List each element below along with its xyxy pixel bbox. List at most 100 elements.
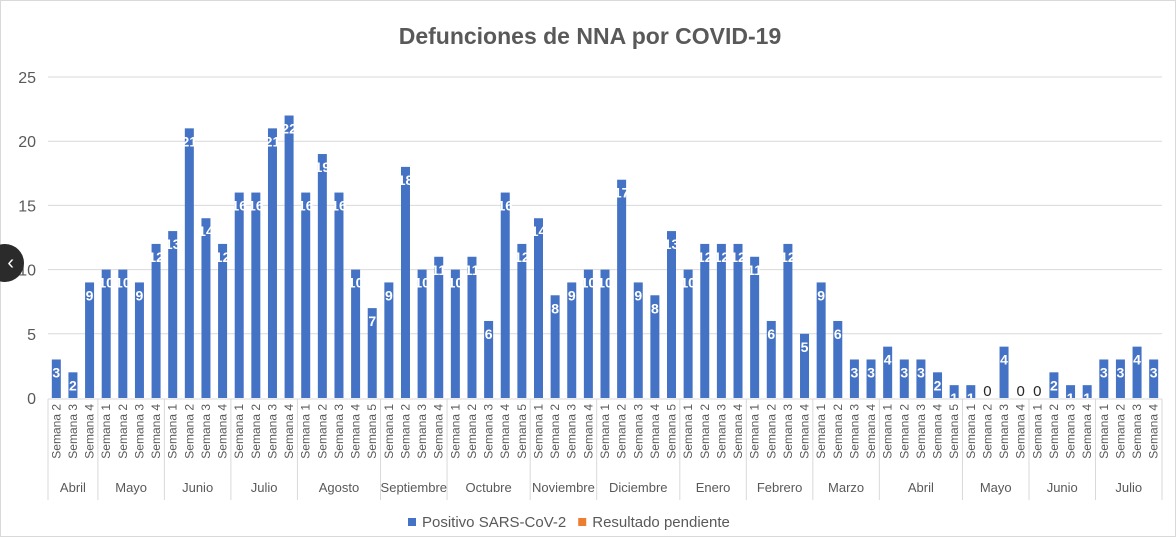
month-label: Febrero: [757, 480, 803, 495]
x-tick-label: Semana 3: [565, 404, 579, 459]
bar: [367, 308, 377, 398]
data-label: 0: [1016, 383, 1024, 400]
bar: [184, 128, 194, 399]
x-tick-label: Semana 2: [182, 404, 196, 459]
bar: [916, 359, 926, 398]
bar: [999, 346, 1009, 398]
bar: [1082, 385, 1092, 398]
x-tick-label: Semana 3: [265, 404, 279, 459]
data-label: 21: [182, 133, 198, 149]
x-tick-label: Semana 1: [299, 404, 313, 459]
data-label: 3: [917, 364, 925, 380]
chart-title: Defunciones de NNA por COVID-19: [399, 23, 782, 49]
data-label: 8: [551, 300, 559, 316]
legend-label: Positivo SARS-CoV-2: [422, 514, 566, 531]
data-label: 6: [834, 326, 842, 342]
bar: [667, 231, 677, 398]
bar: [68, 372, 78, 398]
bar: [533, 218, 543, 398]
x-tick-label: Semana 4: [648, 404, 662, 459]
bar: [600, 269, 610, 398]
bar: [700, 243, 710, 398]
x-tick-label: Semana 4: [498, 404, 512, 459]
bar: [1049, 372, 1059, 398]
data-label: 10: [448, 275, 464, 291]
data-label: 5: [801, 339, 809, 355]
bar: [766, 320, 776, 398]
data-label: 12: [148, 249, 164, 265]
month-label: Enero: [696, 480, 731, 495]
data-label: 7: [368, 313, 376, 329]
x-tick-label: Semana 1: [1030, 404, 1044, 459]
x-tick-label: Semana 3: [66, 404, 80, 459]
bar: [1115, 359, 1125, 398]
x-tick-label: Semana 3: [482, 404, 496, 459]
bar: [1149, 359, 1159, 398]
data-label: 4: [1133, 352, 1141, 368]
x-tick-label: Semana 2: [980, 404, 994, 459]
x-tick-label: Semana 4: [349, 404, 363, 459]
bar: [650, 295, 660, 398]
bar: [1066, 385, 1076, 398]
bar: [683, 269, 693, 398]
x-tick-label: Semana 1: [814, 404, 828, 459]
data-label: 18: [398, 172, 414, 188]
bar: [866, 359, 876, 398]
bar: [134, 282, 144, 398]
data-label: 16: [248, 198, 264, 214]
bar: [800, 333, 810, 398]
bar: [267, 128, 277, 399]
x-tick-label: Semana 3: [997, 404, 1011, 459]
data-label: 16: [231, 198, 247, 214]
x-tick-label: Semana 1: [99, 404, 113, 459]
x-tick-label: Semana 5: [947, 404, 961, 459]
x-tick-label: Semana 3: [631, 404, 645, 459]
month-label: Mayo: [115, 480, 147, 495]
data-label: 9: [385, 287, 393, 303]
data-label: 4: [1000, 352, 1008, 368]
data-label: 3: [52, 364, 60, 380]
data-label: 9: [568, 287, 576, 303]
bar: [484, 320, 494, 398]
data-label: 10: [597, 275, 613, 291]
x-tick-label: Semana 2: [116, 404, 130, 459]
month-label: Junio: [182, 480, 213, 495]
bar: [85, 282, 95, 398]
x-tick-label: Semana 1: [382, 404, 396, 459]
data-label: 10: [414, 275, 430, 291]
bar: [517, 243, 527, 398]
month-label: Mayo: [980, 480, 1012, 495]
bar: [101, 269, 111, 398]
data-label: 9: [634, 287, 642, 303]
x-tick-label: Semana 2: [831, 404, 845, 459]
x-tick-label: Semana 4: [798, 404, 812, 459]
month-label: Diciembre: [609, 480, 668, 495]
x-tick-label: Semana 2: [315, 404, 329, 459]
data-label: 10: [115, 275, 131, 291]
x-tick-label: Semana 4: [83, 404, 97, 459]
month-label: Agosto: [319, 480, 359, 495]
x-tick-label: Semana 3: [714, 404, 728, 459]
bar: [251, 192, 261, 398]
x-tick-label: Semana 5: [665, 404, 679, 459]
bar: [716, 243, 726, 398]
y-tick-label: 25: [18, 70, 36, 87]
data-label: 1: [950, 390, 958, 406]
bar: [467, 256, 477, 398]
bar: [417, 269, 427, 398]
x-tick-label: Semana 1: [166, 404, 180, 459]
bar: [450, 269, 460, 398]
month-label: Octubre: [465, 480, 511, 495]
x-tick-label: Semana 4: [216, 404, 230, 459]
x-tick-label: Semana 3: [415, 404, 429, 459]
x-tick-label: Semana 4: [864, 404, 878, 459]
x-tick-label: Semana 3: [199, 404, 213, 459]
bar: [899, 359, 909, 398]
bar: [284, 115, 294, 399]
x-tick-label: Semana 4: [282, 404, 296, 459]
bar: [351, 269, 361, 398]
bar: [384, 282, 394, 398]
data-label: 12: [730, 249, 746, 265]
x-tick-label: Semana 3: [332, 404, 346, 459]
